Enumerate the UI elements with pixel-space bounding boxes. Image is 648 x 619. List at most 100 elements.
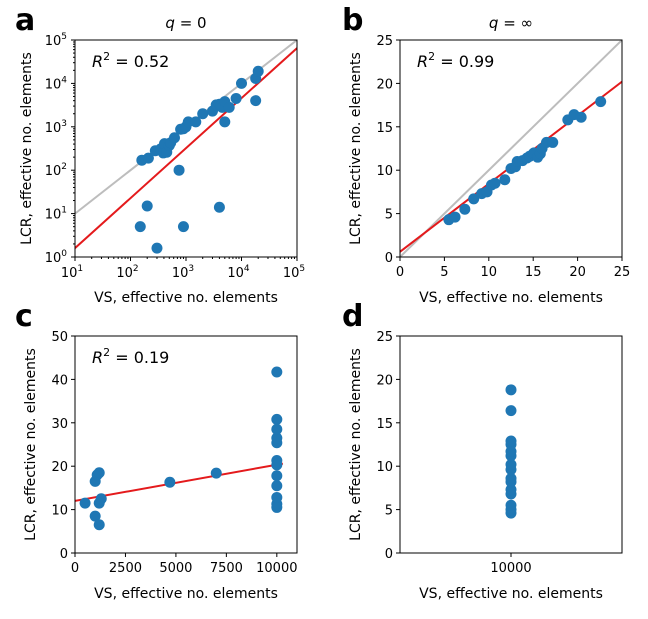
data-point — [449, 211, 461, 223]
data-point — [210, 467, 222, 479]
y-tick-label: 50 — [51, 330, 68, 345]
data-point — [575, 111, 587, 123]
data-point — [459, 203, 471, 215]
data-point — [173, 164, 185, 176]
y-tick-label: 40 — [51, 373, 68, 388]
y-tick-label: 100 — [45, 249, 68, 266]
data-point — [271, 432, 283, 444]
data-point — [190, 116, 202, 128]
x-tick-label: 25 — [614, 265, 631, 280]
y-tick-label: 5 — [385, 208, 393, 223]
y-tick-label: 15 — [376, 121, 393, 136]
y-axis-label: LCR, effective no. elements — [348, 348, 364, 541]
r2-annotation: R2 = 0.99 — [417, 50, 494, 71]
y-tick-label: 20 — [376, 77, 393, 92]
panel-letter: c — [15, 299, 33, 334]
panel-letter: a — [15, 3, 35, 38]
y-tick-label: 0 — [385, 547, 393, 562]
r2-annotation: R2 = 0.52 — [92, 50, 169, 71]
data-point — [505, 458, 517, 470]
y-tick-label: 105 — [45, 32, 67, 49]
x-axis-label: VS, effective no. elements — [419, 586, 603, 602]
r2-annotation: R2 = 0.19 — [92, 346, 169, 367]
plot-frame — [74, 335, 298, 554]
data-point — [468, 193, 480, 205]
data-point — [93, 519, 105, 531]
data-point — [271, 480, 283, 492]
data-point — [505, 435, 517, 447]
data-point — [164, 476, 176, 488]
y-tick-label: 20 — [376, 373, 393, 388]
x-axis-label: VS, effective no. elements — [94, 586, 278, 602]
data-point — [489, 177, 501, 189]
y-axis-label: LCR, effective no. elements — [19, 52, 35, 245]
panel-d: 10000 0 5 10 15 20 25 VS, effective no. element… — [342, 299, 623, 602]
plot-area — [505, 384, 517, 519]
plot-area — [75, 366, 284, 531]
data-point — [141, 200, 153, 212]
x-tick-label: 2500 — [109, 561, 142, 576]
data-point — [151, 242, 163, 254]
y-axis-label: LCR, effective no. elements — [23, 348, 39, 541]
y-tick-label: 101 — [45, 206, 67, 223]
x-axis-label: VS, effective no. elements — [94, 290, 278, 306]
x-tick-label: 0 — [396, 265, 404, 280]
data-point — [499, 174, 511, 186]
x-tick-label: 20 — [569, 265, 586, 280]
x-tick-label: 105 — [283, 264, 305, 281]
x-tick-label: 10 — [481, 265, 498, 280]
y-tick-label: 0 — [385, 251, 393, 266]
plot-area — [400, 40, 622, 257]
plot-frame — [399, 39, 623, 258]
y-tick-label: 25 — [376, 34, 393, 49]
data-point — [505, 472, 517, 484]
x-tick-label: 5 — [440, 265, 448, 280]
data-point — [89, 510, 101, 522]
y-tick-label: 10 — [51, 504, 68, 519]
y-tick-label: 5 — [385, 504, 393, 519]
data-point — [271, 470, 283, 482]
data-point — [213, 201, 225, 213]
y-tick-label: 10 — [376, 164, 393, 179]
y-tick-label: 0 — [60, 547, 68, 562]
data-point — [271, 413, 283, 425]
chart-title: q = ∞ — [489, 14, 533, 32]
x-axis-label: VS, effective no. elements — [419, 290, 603, 306]
x-tick-label: 5000 — [159, 561, 192, 576]
data-point — [595, 96, 607, 108]
data-point — [505, 405, 517, 417]
data-point — [95, 493, 107, 505]
x-tick-label: 102 — [116, 264, 138, 281]
data-point — [197, 108, 209, 120]
data-point — [177, 221, 189, 233]
data-point — [250, 95, 262, 107]
x-tick-label: 10000 — [256, 561, 297, 576]
y-tick-label: 20 — [51, 460, 68, 475]
data-point — [271, 423, 283, 435]
y-tick-label: 102 — [45, 162, 67, 179]
panel-b: 0 5 10 15 20 25 0 5 10 15 20 25 VS, effective no. el… — [342, 3, 630, 306]
data-point — [134, 221, 146, 233]
y-tick-label: 25 — [376, 330, 393, 345]
y-tick-label: 30 — [51, 417, 68, 432]
panel-letter: b — [342, 3, 363, 38]
chart-title: q = 0 — [165, 14, 206, 32]
data-point — [252, 65, 264, 77]
data-point — [271, 455, 283, 467]
data-point — [79, 497, 91, 509]
x-tick-label: 15 — [525, 265, 542, 280]
panel-letter: d — [342, 299, 363, 334]
fit-line — [75, 462, 284, 502]
data-point — [271, 366, 283, 378]
data-point — [219, 116, 231, 128]
identity-line — [400, 40, 622, 257]
y-tick-label: 103 — [45, 119, 67, 136]
data-point — [230, 92, 242, 104]
x-tick-label: 10000 — [490, 561, 531, 576]
y-tick-label: 15 — [376, 417, 393, 432]
data-point — [547, 136, 559, 148]
data-point — [236, 77, 247, 89]
data-point — [142, 152, 154, 164]
data-point — [93, 467, 105, 479]
